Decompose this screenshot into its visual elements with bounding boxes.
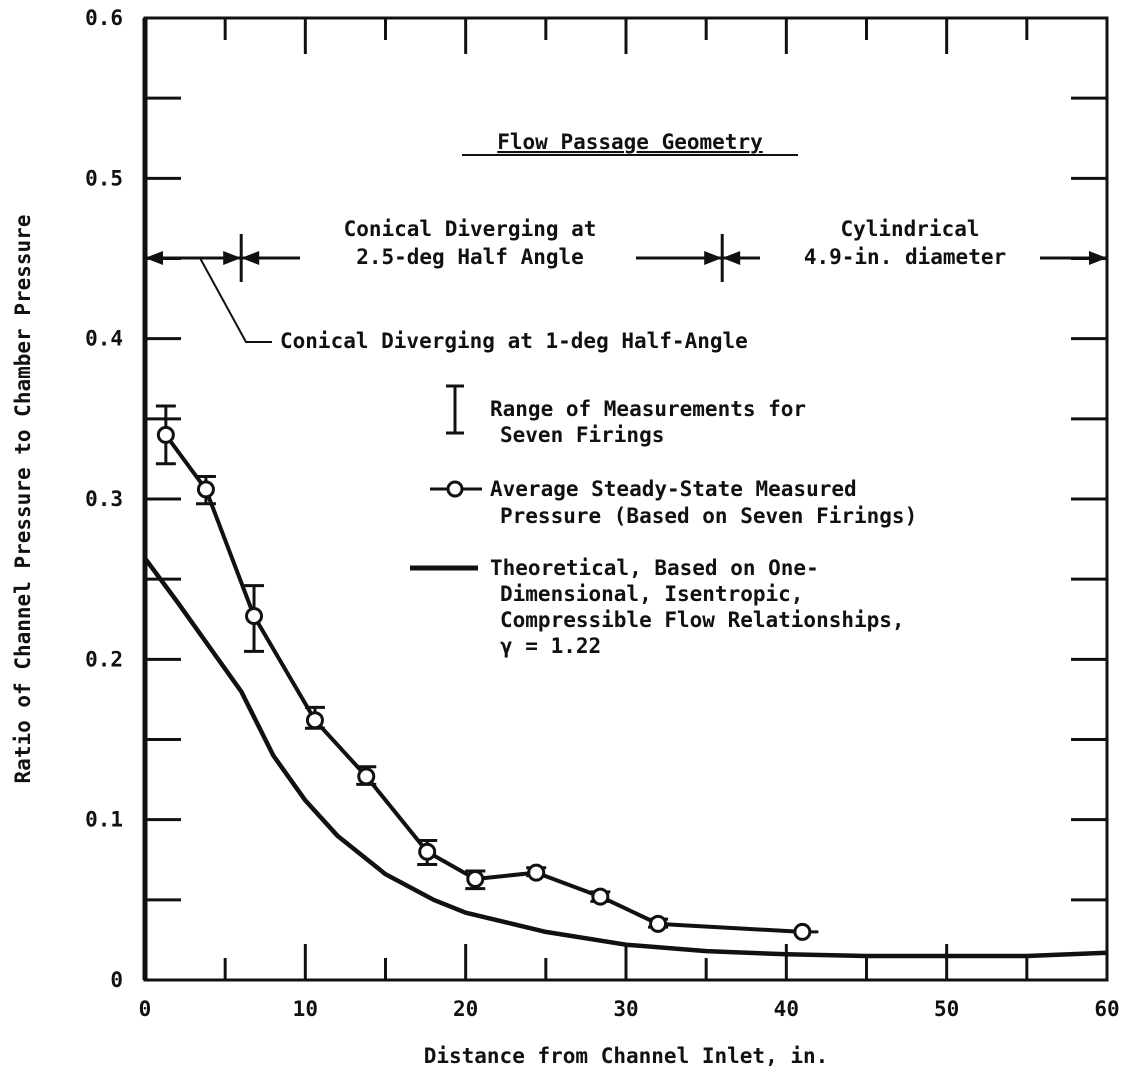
y-tick-label: 0.6: [85, 6, 123, 30]
conical-1-deg-label: Conical Diverging at 1-deg Half-Angle: [280, 329, 748, 353]
cylindrical-label-line1: Cylindrical: [840, 217, 979, 241]
x-tick-label: 40: [774, 997, 799, 1021]
y-tick-label: 0.1: [85, 808, 123, 832]
data-point: [196, 480, 215, 499]
data-point: [305, 711, 324, 730]
y-tick-label: 0.3: [85, 487, 123, 511]
cylindrical-label-line2: 4.9-in. diameter: [804, 245, 1006, 269]
x-tick-label: 50: [934, 997, 959, 1021]
dimension-lines: [145, 234, 1107, 343]
dimension-arrow-left: [145, 251, 163, 265]
x-tick-label: 20: [453, 997, 478, 1021]
conical-2-5-label-line1: Conical Diverging at: [344, 217, 597, 241]
legend-theory-line3: Compressible Flow Relationships,: [500, 608, 905, 632]
theoretical-curve: [143, 556, 1108, 959]
y-axis-title: Ratio of Channel Pressure to Chamber Pre…: [11, 215, 35, 784]
legend-average-symbol-marker: [446, 480, 464, 498]
legend-theory-line1: Theoretical, Based on One-: [490, 556, 819, 580]
x-tick-label: 0: [139, 997, 152, 1021]
data-point: [793, 922, 812, 941]
legend-average-line2: Pressure (Based on Seven Firings): [500, 504, 917, 528]
legend-theory-line4: γ = 1.22: [500, 634, 601, 658]
y-tick-label: 0.5: [85, 166, 123, 190]
data-point: [156, 425, 175, 444]
dimension-arrow: [223, 251, 242, 265]
y-tick-label: 0.2: [85, 647, 123, 671]
x-tick-label: 30: [613, 997, 638, 1021]
y-tick-label: 0.4: [85, 327, 123, 351]
dimension-arrow: [241, 251, 260, 265]
data-point: [418, 842, 437, 861]
geometry-title: Flow Passage Geometry: [497, 130, 763, 154]
x-tick-label: 60: [1094, 997, 1119, 1021]
dimension-arrow: [722, 251, 741, 265]
x-tick-label: 10: [293, 997, 318, 1021]
data-point: [466, 869, 485, 888]
conical-2-5-label-line2: 2.5-deg Half Angle: [356, 245, 584, 269]
legend-average-line1: Average Steady-State Measured: [490, 477, 857, 501]
legend-range-line2: Seven Firings: [500, 423, 664, 447]
dimension-arrow: [704, 251, 723, 265]
series-layer: [143, 404, 1108, 959]
data-point: [357, 767, 376, 786]
data-point: [591, 887, 610, 906]
conical-1-deg-leader: [199, 257, 272, 343]
legend-theory-line2: Dimensional, Isentropic,: [500, 582, 803, 606]
x-axis-title: Distance from Channel Inlet, in.: [424, 1044, 829, 1068]
tick-labels: 0 10 20 30 40 50 60 0 0.1 0.2 0.3 0.4 0.5 0.6: [85, 6, 1120, 1021]
legend: Range of Measurements for Seven Firings …: [410, 384, 917, 658]
y-tick-label: 0: [110, 968, 123, 992]
dimension-arrow-right: [1089, 251, 1107, 265]
data-point: [245, 607, 264, 626]
data-point: [649, 914, 668, 933]
data-point: [527, 863, 546, 882]
geometry-annotation: Flow Passage Geometry Conical Diverging …: [145, 130, 1107, 353]
legend-range-line1: Range of Measurements for: [490, 397, 806, 421]
